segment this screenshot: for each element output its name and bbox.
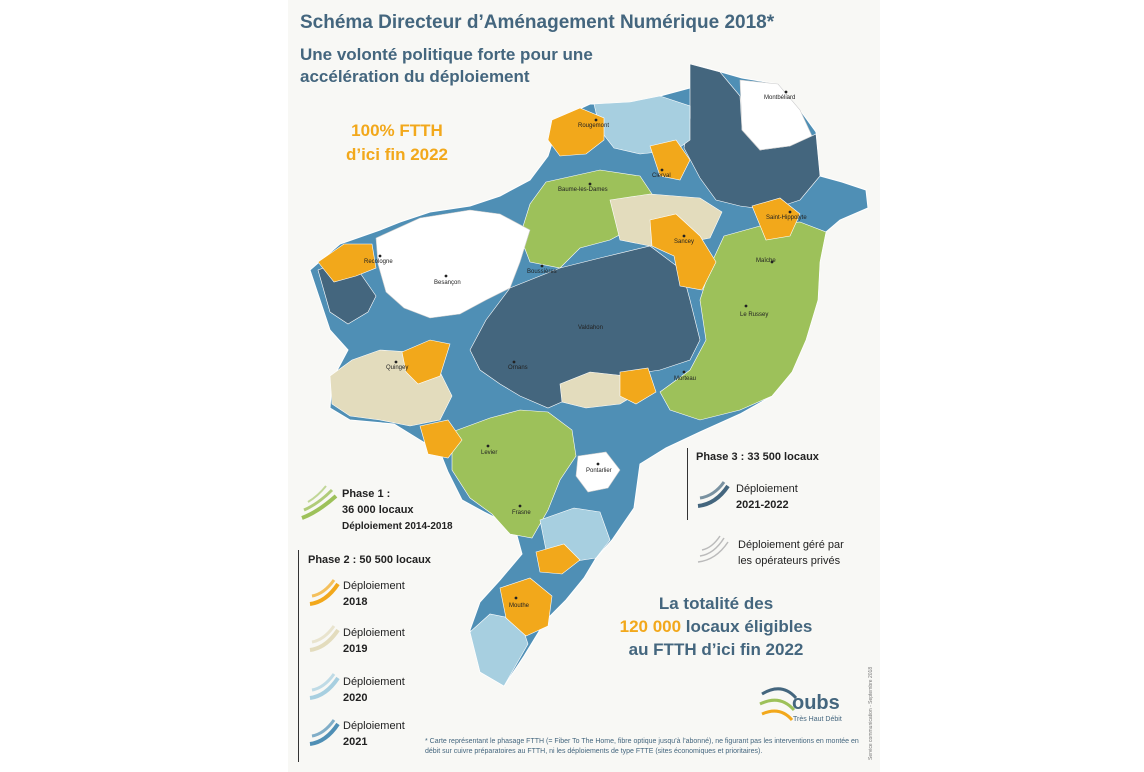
- phase2-2018-year: 2018: [343, 596, 368, 608]
- phase2-2018-swirl-icon: [309, 579, 340, 606]
- phase1-count: 36 000 locaux: [342, 504, 414, 516]
- phase2-2019-label: Déploiement: [343, 627, 405, 639]
- phase2-2020-year: 2020: [343, 692, 368, 704]
- phase3-swirl-icon: [697, 481, 730, 508]
- phase2-2020-label: Déploiement: [343, 676, 405, 688]
- phase2-2020-legend: Déploiement 2020: [343, 674, 405, 706]
- phase3-divider: [687, 448, 688, 520]
- city-dot-mouthe: [514, 596, 518, 600]
- city-boussieres: Boussières: [527, 269, 557, 275]
- phase2-2020-north: [593, 95, 691, 155]
- page-subtitle: Une volonté politique forte pour une acc…: [300, 45, 593, 86]
- city-dot-ornans: [512, 360, 516, 364]
- total-statement: La totalité des 120 000 locaux éligibles…: [596, 592, 836, 661]
- phase2-2021-label: Déploiement: [343, 720, 405, 732]
- phase2-2018-legend: Déploiement 2018: [343, 578, 405, 610]
- city-dot-rougemont: [594, 118, 598, 122]
- city-dot-recologne: [378, 254, 382, 258]
- total-line1: La totalité des: [658, 594, 774, 613]
- city-recologne: Recologne: [364, 259, 393, 265]
- ftth-highlight: 100% FTTH d’ici fin 2022: [322, 119, 472, 167]
- phase2-2021-swirl-icon: [309, 719, 340, 746]
- phase3-title: Phase 3 : 33 500 locaux: [696, 451, 819, 463]
- phase2-2020-swirl-icon: [309, 673, 340, 700]
- city-sancey: Sancey: [674, 239, 694, 245]
- phase1-east: [659, 221, 827, 421]
- phase2-2018-label: Déploiement: [343, 580, 405, 592]
- city-dot-boussieres: [540, 264, 544, 268]
- city-dot-pontarlier: [596, 462, 600, 466]
- city-dot-saint-hippolyte: [788, 210, 792, 214]
- total-line2: 120 000 locaux éligibles: [596, 615, 836, 638]
- city-baume-les-dames: Baume-les-Dames: [558, 187, 608, 193]
- phase2-title: Phase 2 : 50 500 locaux: [308, 554, 431, 566]
- ftth-highlight-line2: d’ici fin 2022: [345, 145, 449, 164]
- phase1-legend: Phase 1 : 36 000 locaux Déploiement 2014…: [342, 486, 453, 535]
- total-line3: au FTTH d’ici fin 2022: [628, 640, 804, 659]
- city-dot-besancon: [444, 274, 448, 278]
- phase1-title: Phase 1 :: [342, 488, 391, 500]
- city-dot-clerval: [660, 168, 664, 172]
- city-dot-frasne: [518, 504, 522, 508]
- phase2-2019-legend: Déploiement 2019: [343, 625, 405, 657]
- footnote: * Carte représentant le phasage FTTH (= …: [425, 738, 859, 755]
- logo-name: oubs: [792, 692, 840, 714]
- city-pontarlier: Pontarlier: [586, 468, 612, 474]
- phase3-period: 2021-2022: [736, 499, 789, 511]
- phase1-period: Déploiement 2014-2018: [342, 521, 453, 532]
- phase1-south: [451, 409, 577, 539]
- private-swirl-icon: [697, 535, 729, 563]
- total-count: 120 000: [619, 617, 682, 636]
- doubs-logo-icon: [759, 687, 798, 722]
- page-title: Schéma Directeur d’Aménagement Numérique…: [300, 12, 775, 33]
- city-le-russey: Le Russey: [740, 312, 768, 318]
- phase2-2020-southwest: [469, 613, 529, 687]
- private-line1: Déploiement géré par: [738, 539, 844, 551]
- city-clerval: Clerval: [652, 173, 671, 179]
- city-valdahon: Valdahon: [578, 325, 603, 331]
- phase2-2019-swirl-icon: [309, 625, 340, 652]
- phase2-2018-regions: [317, 107, 801, 637]
- side-note: Service communication - Septembre 2018: [868, 666, 874, 760]
- city-montbeliard: Montbéliard: [764, 95, 795, 101]
- city-dot-levier: [486, 444, 490, 448]
- phase3-legend: Déploiement 2021-2022: [736, 481, 798, 513]
- private-besancon: [375, 209, 531, 319]
- phase2-2021-year: 2021: [343, 736, 368, 748]
- city-maiche: Maîche: [756, 258, 776, 264]
- logo-tagline: Très Haut Débit: [793, 716, 842, 723]
- phase2-divider: [298, 550, 299, 762]
- city-dot-le-russey: [744, 304, 748, 308]
- city-quingey: Quingey: [386, 365, 408, 371]
- city-frasne: Frasne: [512, 510, 531, 516]
- ftth-highlight-line1: 100% FTTH: [351, 121, 443, 140]
- city-rougemont: Rougemont: [578, 123, 609, 129]
- private-legend: Déploiement géré par les opérateurs priv…: [738, 537, 844, 569]
- city-labels: Montbéliard Rougemont Clerval Baume-les-…: [364, 90, 807, 609]
- city-dot-morteau: [682, 370, 686, 374]
- phase3-label: Déploiement: [736, 483, 798, 495]
- city-dot-maiche: [770, 260, 774, 264]
- total-line2-rest: locaux éligibles: [681, 617, 813, 636]
- city-dot-montbeliard: [784, 90, 788, 94]
- city-besancon: Besançon: [434, 280, 461, 286]
- city-dot-sancey: [682, 234, 686, 238]
- phase1-swirl-icon: [301, 485, 338, 520]
- private-montbeliard: [739, 79, 813, 151]
- city-ornans: Ornans: [508, 365, 528, 371]
- phase2-2019-year: 2019: [343, 643, 368, 655]
- city-morteau: Morteau: [674, 376, 696, 382]
- city-dot-quingey: [394, 360, 398, 364]
- city-mouthe: Mouthe: [509, 603, 530, 609]
- private-line2: les opérateurs privés: [738, 555, 841, 567]
- private-pontarlier: [575, 451, 621, 493]
- phase2-2021-legend: Déploiement 2021: [343, 718, 405, 750]
- city-dot-baume: [588, 182, 592, 186]
- city-levier: Levier: [481, 450, 497, 456]
- city-saint-hippolyte: Saint-Hippolyte: [766, 215, 807, 221]
- phase3-north: [683, 63, 821, 211]
